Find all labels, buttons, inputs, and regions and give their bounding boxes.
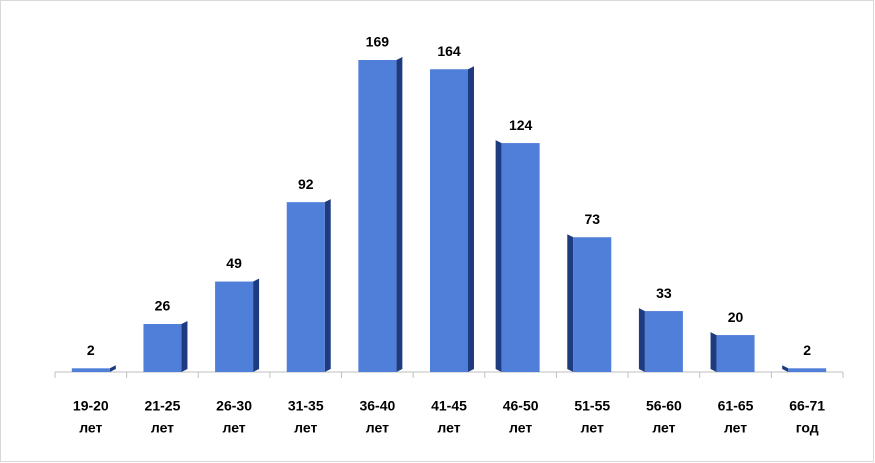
x-tick-label: 61-65 [718,398,754,414]
bar [143,324,182,372]
x-tick-label: год [796,420,819,436]
data-label: 169 [366,34,390,50]
bar-side [468,66,474,372]
bar [573,237,612,372]
data-label: 33 [656,285,672,301]
bar-side [253,278,260,372]
data-label: 164 [437,43,461,59]
bar-side [710,332,717,372]
data-label: 124 [509,117,533,133]
x-tick-label: 19-20 [73,398,109,414]
data-label: 2 [87,342,95,358]
bar-side [324,199,331,372]
bar [286,202,325,372]
bar-side [396,57,403,372]
x-tick-label: 21-25 [145,398,181,414]
data-label: 26 [155,298,171,314]
x-tick-label: 66-71 [789,398,825,414]
x-tick-label: лет [151,420,174,436]
data-label: 73 [584,211,600,227]
x-tick-label: лет [223,420,246,436]
data-label: 49 [226,255,242,271]
x-tick-label: лет [294,420,317,436]
bar [788,368,827,372]
bar-side [567,234,574,372]
bar [358,60,397,372]
bar [215,281,254,372]
bar [501,143,540,372]
x-tick-label: 51-55 [574,398,610,414]
x-tick-label: лет [79,420,102,436]
bar [430,69,468,372]
x-tick-label: лет [581,420,604,436]
x-tick-label: лет [366,420,389,436]
x-tick-label: 46-50 [503,398,539,414]
bar [71,368,110,372]
x-tick-label: лет [509,420,532,436]
bar [716,335,755,372]
data-label: 20 [728,309,744,325]
data-label: 2 [803,342,811,358]
x-tick-label: 41-45 [431,398,467,414]
x-tick-label: 31-35 [288,398,324,414]
x-tick-label: лет [652,420,675,436]
x-tick-label: 36-40 [359,398,395,414]
bar-side [495,140,502,372]
data-label: 92 [298,176,314,192]
bar-side [181,321,188,372]
x-tick-label: 56-60 [646,398,682,414]
bar [644,311,683,372]
x-tick-label: лет [724,420,747,436]
bar-side [782,365,789,372]
x-tick-label: лет [437,420,460,436]
bar-side [109,365,116,372]
x-tick-label: 26-30 [216,398,252,414]
bar-side [638,308,645,372]
